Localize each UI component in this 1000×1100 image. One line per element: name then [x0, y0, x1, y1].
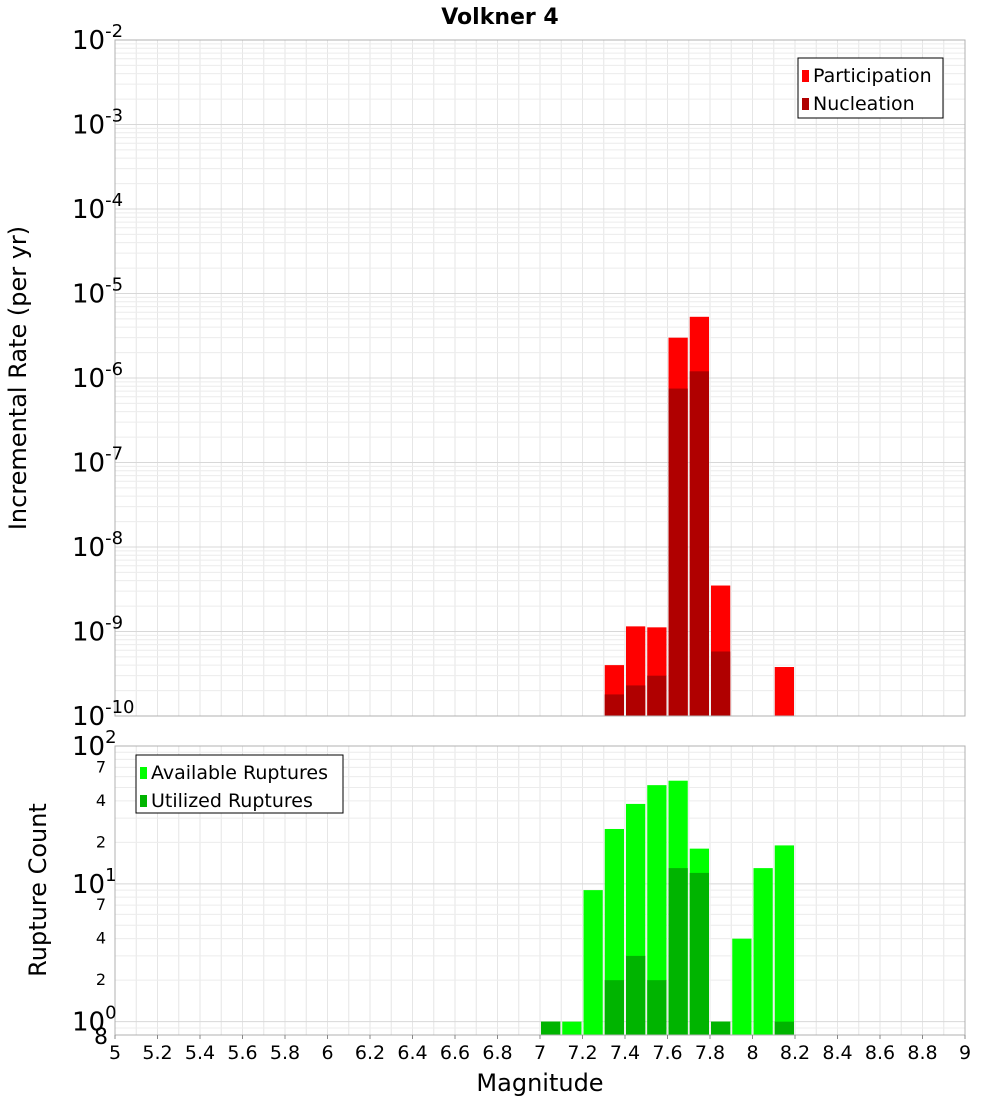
x-tick-label: 6: [321, 1042, 333, 1064]
bar-available-ruptures: [647, 785, 667, 1035]
bar-utilized-ruptures: [541, 1021, 561, 1035]
x-tick-label: 8.8: [907, 1042, 937, 1064]
bar-nucleation: [689, 371, 709, 716]
top-y-tick-label: 10-6: [72, 359, 123, 394]
x-tick-label: 5: [109, 1042, 121, 1064]
bar-utilized-ruptures: [774, 1021, 794, 1035]
bottom-legend: Available Ruptures Utilized Ruptures: [135, 754, 344, 814]
x-tick-label: 5.4: [185, 1042, 215, 1064]
x-axis-label: Magnitude: [476, 1069, 603, 1097]
legend-box: [797, 57, 944, 119]
legend-swatch: [802, 70, 809, 82]
x-tick-label: 9: [959, 1042, 971, 1064]
x-tick-label: 6.8: [482, 1042, 512, 1064]
top-y-tick-label: 10-4: [72, 190, 123, 225]
bottom-y-tick-label-major: 101: [72, 865, 117, 900]
bar-nucleation: [647, 675, 667, 716]
legend-box: [135, 754, 344, 814]
top-bars: [604, 316, 794, 716]
bottom-y-axis-label: Rupture Count: [24, 803, 52, 977]
bar-participation: [774, 667, 794, 716]
top-y-tick-label: 10-3: [72, 106, 123, 141]
x-tick-label: 7.8: [695, 1042, 725, 1064]
top-y-tick-label: 10-5: [72, 275, 123, 310]
bar-utilized-ruptures: [689, 872, 709, 1035]
bar-utilized-ruptures: [711, 1021, 731, 1035]
top-plot-border: [114, 39, 966, 717]
x-tick-label: 8.4: [822, 1042, 852, 1064]
bar-available-ruptures: [562, 1021, 582, 1035]
top-y-tick-label: 10-2: [72, 21, 123, 56]
bar-nucleation: [604, 694, 624, 716]
bar-nucleation: [626, 685, 646, 716]
bottom-y-tick-label-minor: 4: [96, 791, 106, 810]
legend-label: Participation: [813, 65, 932, 87]
x-tick-label: 6.4: [397, 1042, 427, 1064]
bar-utilized-ruptures: [647, 980, 667, 1035]
bottom-bars: [541, 780, 794, 1035]
legend-swatch: [140, 795, 147, 807]
top-legend: Participation Nucleation: [797, 57, 944, 119]
legend-swatch: [140, 767, 147, 779]
bar-nucleation: [668, 388, 688, 716]
bottom-y-tick-label-minor: 2: [96, 970, 106, 989]
x-tick-label: 5.6: [227, 1042, 257, 1064]
x-tick-label: 8.6: [865, 1042, 895, 1064]
bar-nucleation: [711, 651, 731, 716]
legend-label: Nucleation: [813, 93, 915, 115]
bottom-y-tick-label-major: 102: [72, 727, 117, 762]
bar-available-ruptures: [753, 868, 773, 1035]
bottom-panel: 100 101 102 8 2 4 7 2 4 7 Rupture Count Available…: [24, 727, 971, 1064]
x-tick-label: 7: [534, 1042, 546, 1064]
bottom-y-tick-label-major: 100: [72, 1003, 117, 1038]
bar-available-ruptures: [583, 890, 603, 1035]
x-tick-label: 7.4: [610, 1042, 640, 1064]
x-tick-label: 8: [746, 1042, 758, 1064]
bottom-y-tick-label-minor: 7: [96, 757, 106, 776]
bar-utilized-ruptures: [604, 980, 624, 1035]
bar-available-ruptures: [774, 845, 794, 1035]
bar-utilized-ruptures: [668, 868, 688, 1035]
bottom-y-tick-label-minor: 2: [96, 832, 106, 851]
x-tick-label: 7.6: [652, 1042, 682, 1064]
bottom-y-tick-label-minor: 4: [96, 929, 106, 948]
chart-title: Volkner 4: [441, 5, 559, 30]
x-tick-label: 6.2: [355, 1042, 385, 1064]
bottom-y-tick-label-minor: 8: [94, 1025, 108, 1050]
bar-utilized-ruptures: [626, 955, 646, 1035]
top-y-tick-label: 10-8: [72, 528, 123, 563]
x-tick-label: 7.2: [567, 1042, 597, 1064]
top-y-tick-label: 10-7: [72, 444, 123, 479]
x-tick-label: 5.8: [270, 1042, 300, 1064]
x-tick-label: 5.2: [142, 1042, 172, 1064]
legend-label: Available Ruptures: [151, 762, 328, 784]
x-tick-label: 6.6: [440, 1042, 470, 1064]
top-grid: [115, 39, 965, 717]
top-y-tick-label: 10-9: [72, 613, 123, 648]
top-panel: 10-10 10-9 10-8 10-7 10-6 10-5 10-4 10-3 10-2 In…: [4, 21, 966, 732]
top-y-axis-label: Incremental Rate (per yr): [4, 226, 32, 530]
top-y-tick-label: 10-10: [72, 697, 135, 732]
bottom-y-tick-labels: 100 101 102 8 2 4 7 2 4 7: [72, 727, 117, 1050]
legend-label: Utilized Ruptures: [151, 790, 313, 812]
legend-swatch: [802, 98, 809, 110]
bar-available-ruptures: [732, 938, 752, 1035]
top-y-tick-labels: 10-10 10-9 10-8 10-7 10-6 10-5 10-4 10-3 10-2: [72, 21, 135, 732]
x-tick-labels: 5 5.2 5.4 5.6 5.8 6 6.2 6.4 6.6 6.8 7 7.2 7.4 7.6 7.8 8…: [109, 1035, 971, 1064]
bottom-y-tick-label-minor: 7: [96, 895, 106, 914]
x-tick-label: 8.2: [780, 1042, 810, 1064]
